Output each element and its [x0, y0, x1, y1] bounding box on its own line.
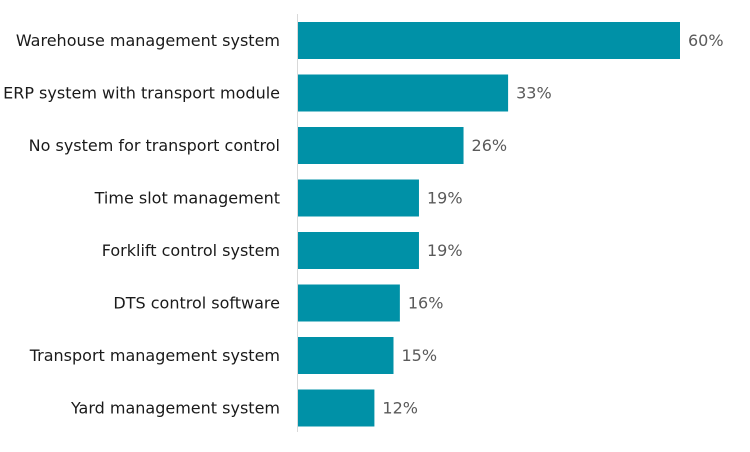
bar: [298, 179, 419, 217]
bar: [298, 22, 680, 59]
value-label: 19%: [427, 241, 463, 260]
value-label: 60%: [688, 31, 724, 50]
category-label: Warehouse management system: [16, 31, 280, 50]
bar: [298, 389, 375, 427]
bar: [298, 127, 464, 164]
bar: [298, 74, 509, 112]
value-label: 26%: [472, 136, 508, 155]
category-label: Time slot management: [94, 189, 280, 208]
value-label: 12%: [382, 399, 418, 418]
value-label: 15%: [402, 346, 438, 365]
category-label: Yard management system: [70, 399, 280, 418]
bar: [298, 284, 400, 322]
category-label: No system for transport control: [29, 136, 280, 155]
category-label: ERP system with transport module: [3, 84, 280, 103]
bar: [298, 337, 394, 374]
bar: [298, 232, 419, 269]
value-label: 19%: [427, 189, 463, 208]
value-label: 33%: [516, 84, 552, 103]
category-label: DTS control software: [113, 294, 280, 313]
bars-group: Warehouse management system 60% ERP system…: [3, 22, 724, 427]
value-label: 16%: [408, 294, 444, 313]
category-label: Transport management system: [29, 346, 280, 365]
category-label: Forklift control system: [102, 241, 280, 260]
